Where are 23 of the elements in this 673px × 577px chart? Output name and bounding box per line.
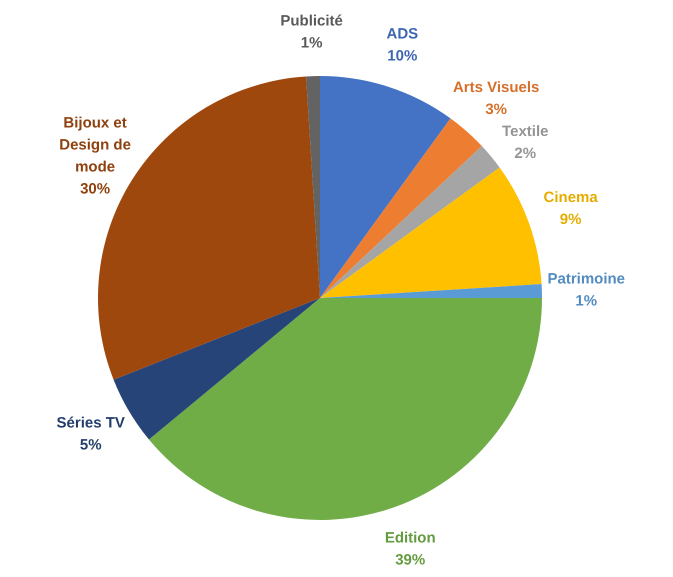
pie-slice [148, 298, 542, 520]
pie-slice [320, 168, 542, 298]
slice-label: Séries TV [56, 414, 125, 432]
data-label: 39% [395, 552, 426, 569]
pie-slice [320, 76, 450, 298]
data-label: 9% [560, 210, 582, 228]
slice-label: ADS [386, 26, 418, 43]
data-label: 10% [387, 48, 418, 65]
pie-slice [320, 146, 500, 298]
data-label: 1% [300, 34, 322, 52]
slice-label: Arts Visuels [452, 79, 540, 96]
data-label: 3% [485, 101, 508, 118]
slice-label: Patrimoine [548, 270, 626, 288]
data-label: 1% [575, 292, 598, 310]
data-label: 2% [514, 145, 536, 162]
slice-label: Textile [502, 123, 548, 140]
pie-slice [320, 118, 482, 298]
data-label: 30% [80, 180, 110, 198]
data-label: 5% [80, 436, 102, 454]
slice-label: Cinema [544, 188, 598, 206]
slice-label: Bijoux et Design de mode [59, 114, 131, 176]
slice-label: Edition [384, 530, 436, 547]
slice-label: Publicité [280, 12, 343, 30]
